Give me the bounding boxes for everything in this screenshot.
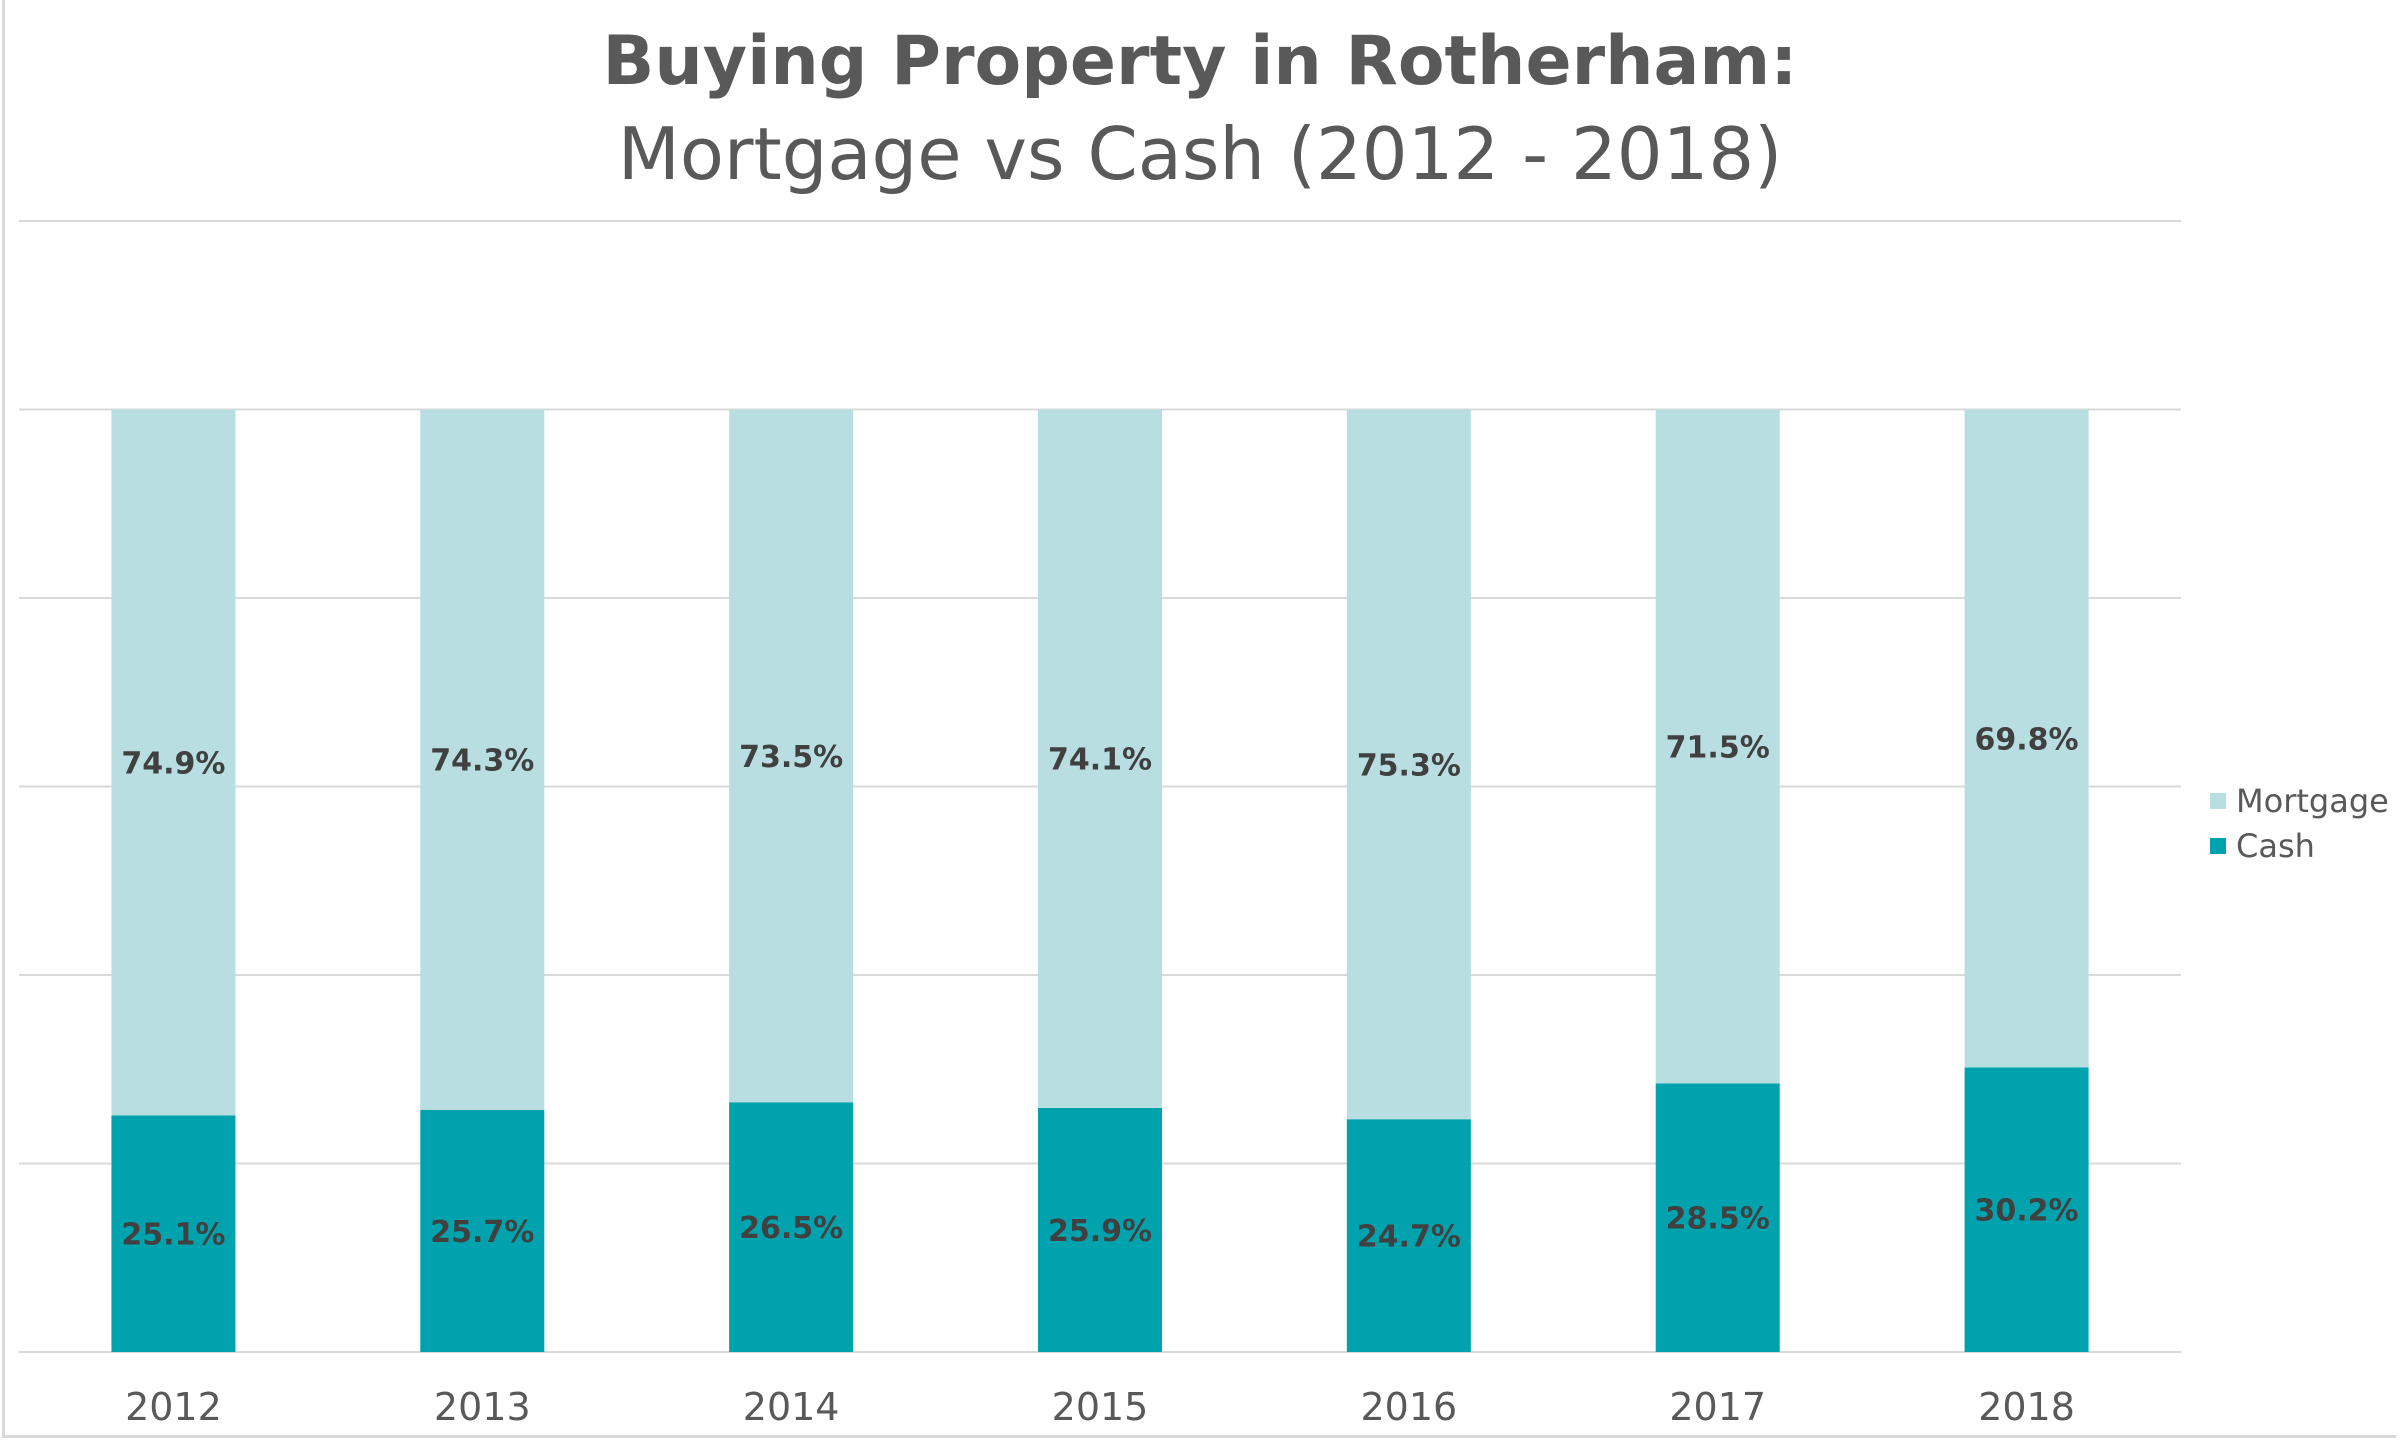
bar-mortgage bbox=[1346, 409, 1471, 1120]
bar-mortgage bbox=[1964, 409, 2089, 1068]
data-label-mortgage: 74.3% bbox=[430, 744, 534, 779]
legend-label-cash: Cash bbox=[2236, 826, 2315, 865]
x-tick-label: 2014 bbox=[743, 1385, 840, 1429]
x-tick-label: 2017 bbox=[1669, 1385, 1766, 1429]
data-label-mortgage: 75.3% bbox=[1357, 748, 1461, 783]
data-label-mortgage: 74.9% bbox=[121, 746, 225, 781]
legend: Mortgage Cash bbox=[2210, 778, 2389, 868]
data-label-mortgage: 73.5% bbox=[739, 740, 843, 775]
chart-subtitle: Mortgage vs Cash (2012 - 2018) bbox=[617, 112, 1783, 196]
bar-cash bbox=[111, 1115, 236, 1352]
x-tick-label: 2015 bbox=[1052, 1385, 1149, 1429]
bar-mortgage bbox=[1038, 409, 1162, 1108]
bar-mortgage bbox=[729, 409, 854, 1103]
bar-cash bbox=[1655, 1083, 1780, 1352]
bar-mortgage bbox=[420, 409, 545, 1110]
bar-cash bbox=[1346, 1119, 1471, 1352]
legend-item-mortgage: Mortgage bbox=[2210, 778, 2389, 823]
data-label-cash: 25.7% bbox=[430, 1215, 534, 1250]
data-label-mortgage: 71.5% bbox=[1666, 730, 1770, 765]
data-label-cash: 25.9% bbox=[1048, 1214, 1152, 1249]
x-tick-label: 2018 bbox=[1978, 1385, 2075, 1429]
legend-label-mortgage: Mortgage bbox=[2236, 781, 2389, 820]
data-label-cash: 25.1% bbox=[121, 1218, 225, 1253]
bar-cash bbox=[1964, 1067, 2089, 1352]
legend-item-cash: Cash bbox=[2210, 823, 2389, 868]
data-label-cash: 28.5% bbox=[1666, 1202, 1770, 1237]
data-label-cash: 24.7% bbox=[1357, 1220, 1461, 1255]
x-tick-label: 2013 bbox=[434, 1385, 531, 1429]
x-tick-label: 2012 bbox=[125, 1385, 222, 1429]
legend-swatch-mortgage bbox=[2210, 792, 2226, 809]
bar-cash bbox=[1038, 1107, 1162, 1352]
data-label-cash: 30.2% bbox=[1975, 1194, 2079, 1229]
data-label-mortgage: 69.8% bbox=[1975, 722, 2079, 757]
bar-cash bbox=[729, 1102, 854, 1352]
x-tick-label: 2016 bbox=[1360, 1385, 1457, 1429]
data-label-cash: 26.5% bbox=[739, 1211, 843, 1246]
chart-title: Buying Property in Rotherham: bbox=[602, 22, 1798, 101]
bar-cash bbox=[420, 1109, 545, 1352]
bar-mortgage bbox=[1655, 409, 1780, 1084]
bar-mortgage bbox=[111, 409, 236, 1116]
data-label-mortgage: 74.1% bbox=[1048, 743, 1152, 778]
legend-swatch-cash bbox=[2210, 837, 2226, 854]
